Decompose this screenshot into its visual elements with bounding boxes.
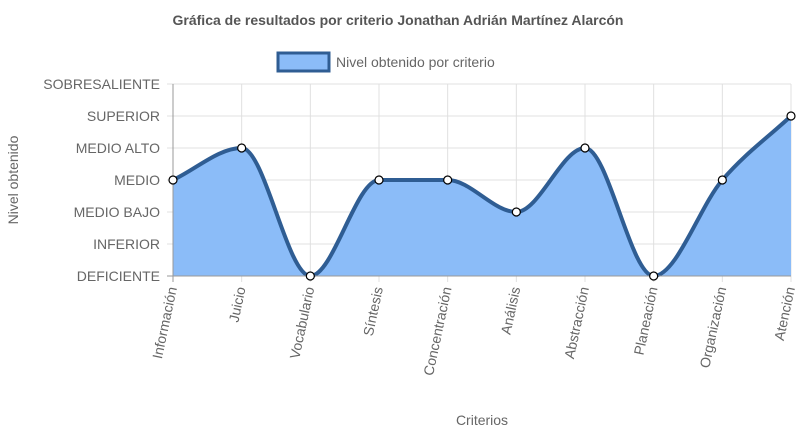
x-tick-label: Planeación [631, 285, 661, 356]
data-points [168, 111, 796, 281]
y-axis-title: Nivel obtenido [5, 135, 21, 224]
y-tick-label: MEDIO ALTO [76, 140, 160, 156]
x-tick-label: Organización [696, 285, 729, 369]
y-tick-label: INFERIOR [93, 236, 160, 252]
data-point[interactable] [511, 207, 521, 217]
y-tick-label: MEDIO BAJO [74, 204, 160, 220]
x-tick-label: Vocabulario [286, 285, 317, 360]
y-tick-label: SOBRESALIENTE [43, 76, 160, 92]
x-tick-labels: Información Juicio Vocabulario Síntesis Conc… [149, 285, 796, 377]
y-tick-label: DEFICIENTE [77, 268, 160, 284]
data-point[interactable] [443, 175, 453, 185]
x-axis-title: Criterios [456, 412, 508, 428]
data-point[interactable] [374, 175, 384, 185]
x-tick-label: Concentración [420, 285, 454, 377]
y-tick-label: SUPERIOR [87, 108, 160, 124]
x-tick-label: Abstracción [561, 285, 592, 360]
x-tick-label: Análisis [498, 285, 524, 336]
data-point[interactable] [717, 175, 727, 185]
data-point[interactable] [168, 175, 178, 185]
x-tick-label: Juicio [226, 285, 249, 324]
legend[interactable]: Nivel obtenido por criterio [276, 51, 495, 73]
chart-title: Gráfica de resultados por criterio Jonat… [173, 12, 624, 28]
x-tick-label: Información [149, 285, 180, 360]
x-tick-label: Síntesis [360, 285, 386, 337]
data-point[interactable] [786, 111, 796, 121]
y-tick-labels: DEFICIENTE INFERIOR MEDIO BAJO MEDIO MEDIO A… [43, 76, 160, 284]
data-point[interactable] [305, 271, 315, 281]
legend-swatch[interactable] [276, 51, 331, 73]
x-tick-label: Atención [771, 285, 796, 342]
data-area [172, 114, 793, 278]
series-line [172, 114, 793, 278]
data-point[interactable] [237, 143, 247, 153]
y-tick-label: MEDIO [114, 172, 160, 188]
data-point[interactable] [649, 271, 659, 281]
legend-label[interactable]: Nivel obtenido por criterio [336, 54, 495, 70]
data-point[interactable] [580, 143, 590, 153]
